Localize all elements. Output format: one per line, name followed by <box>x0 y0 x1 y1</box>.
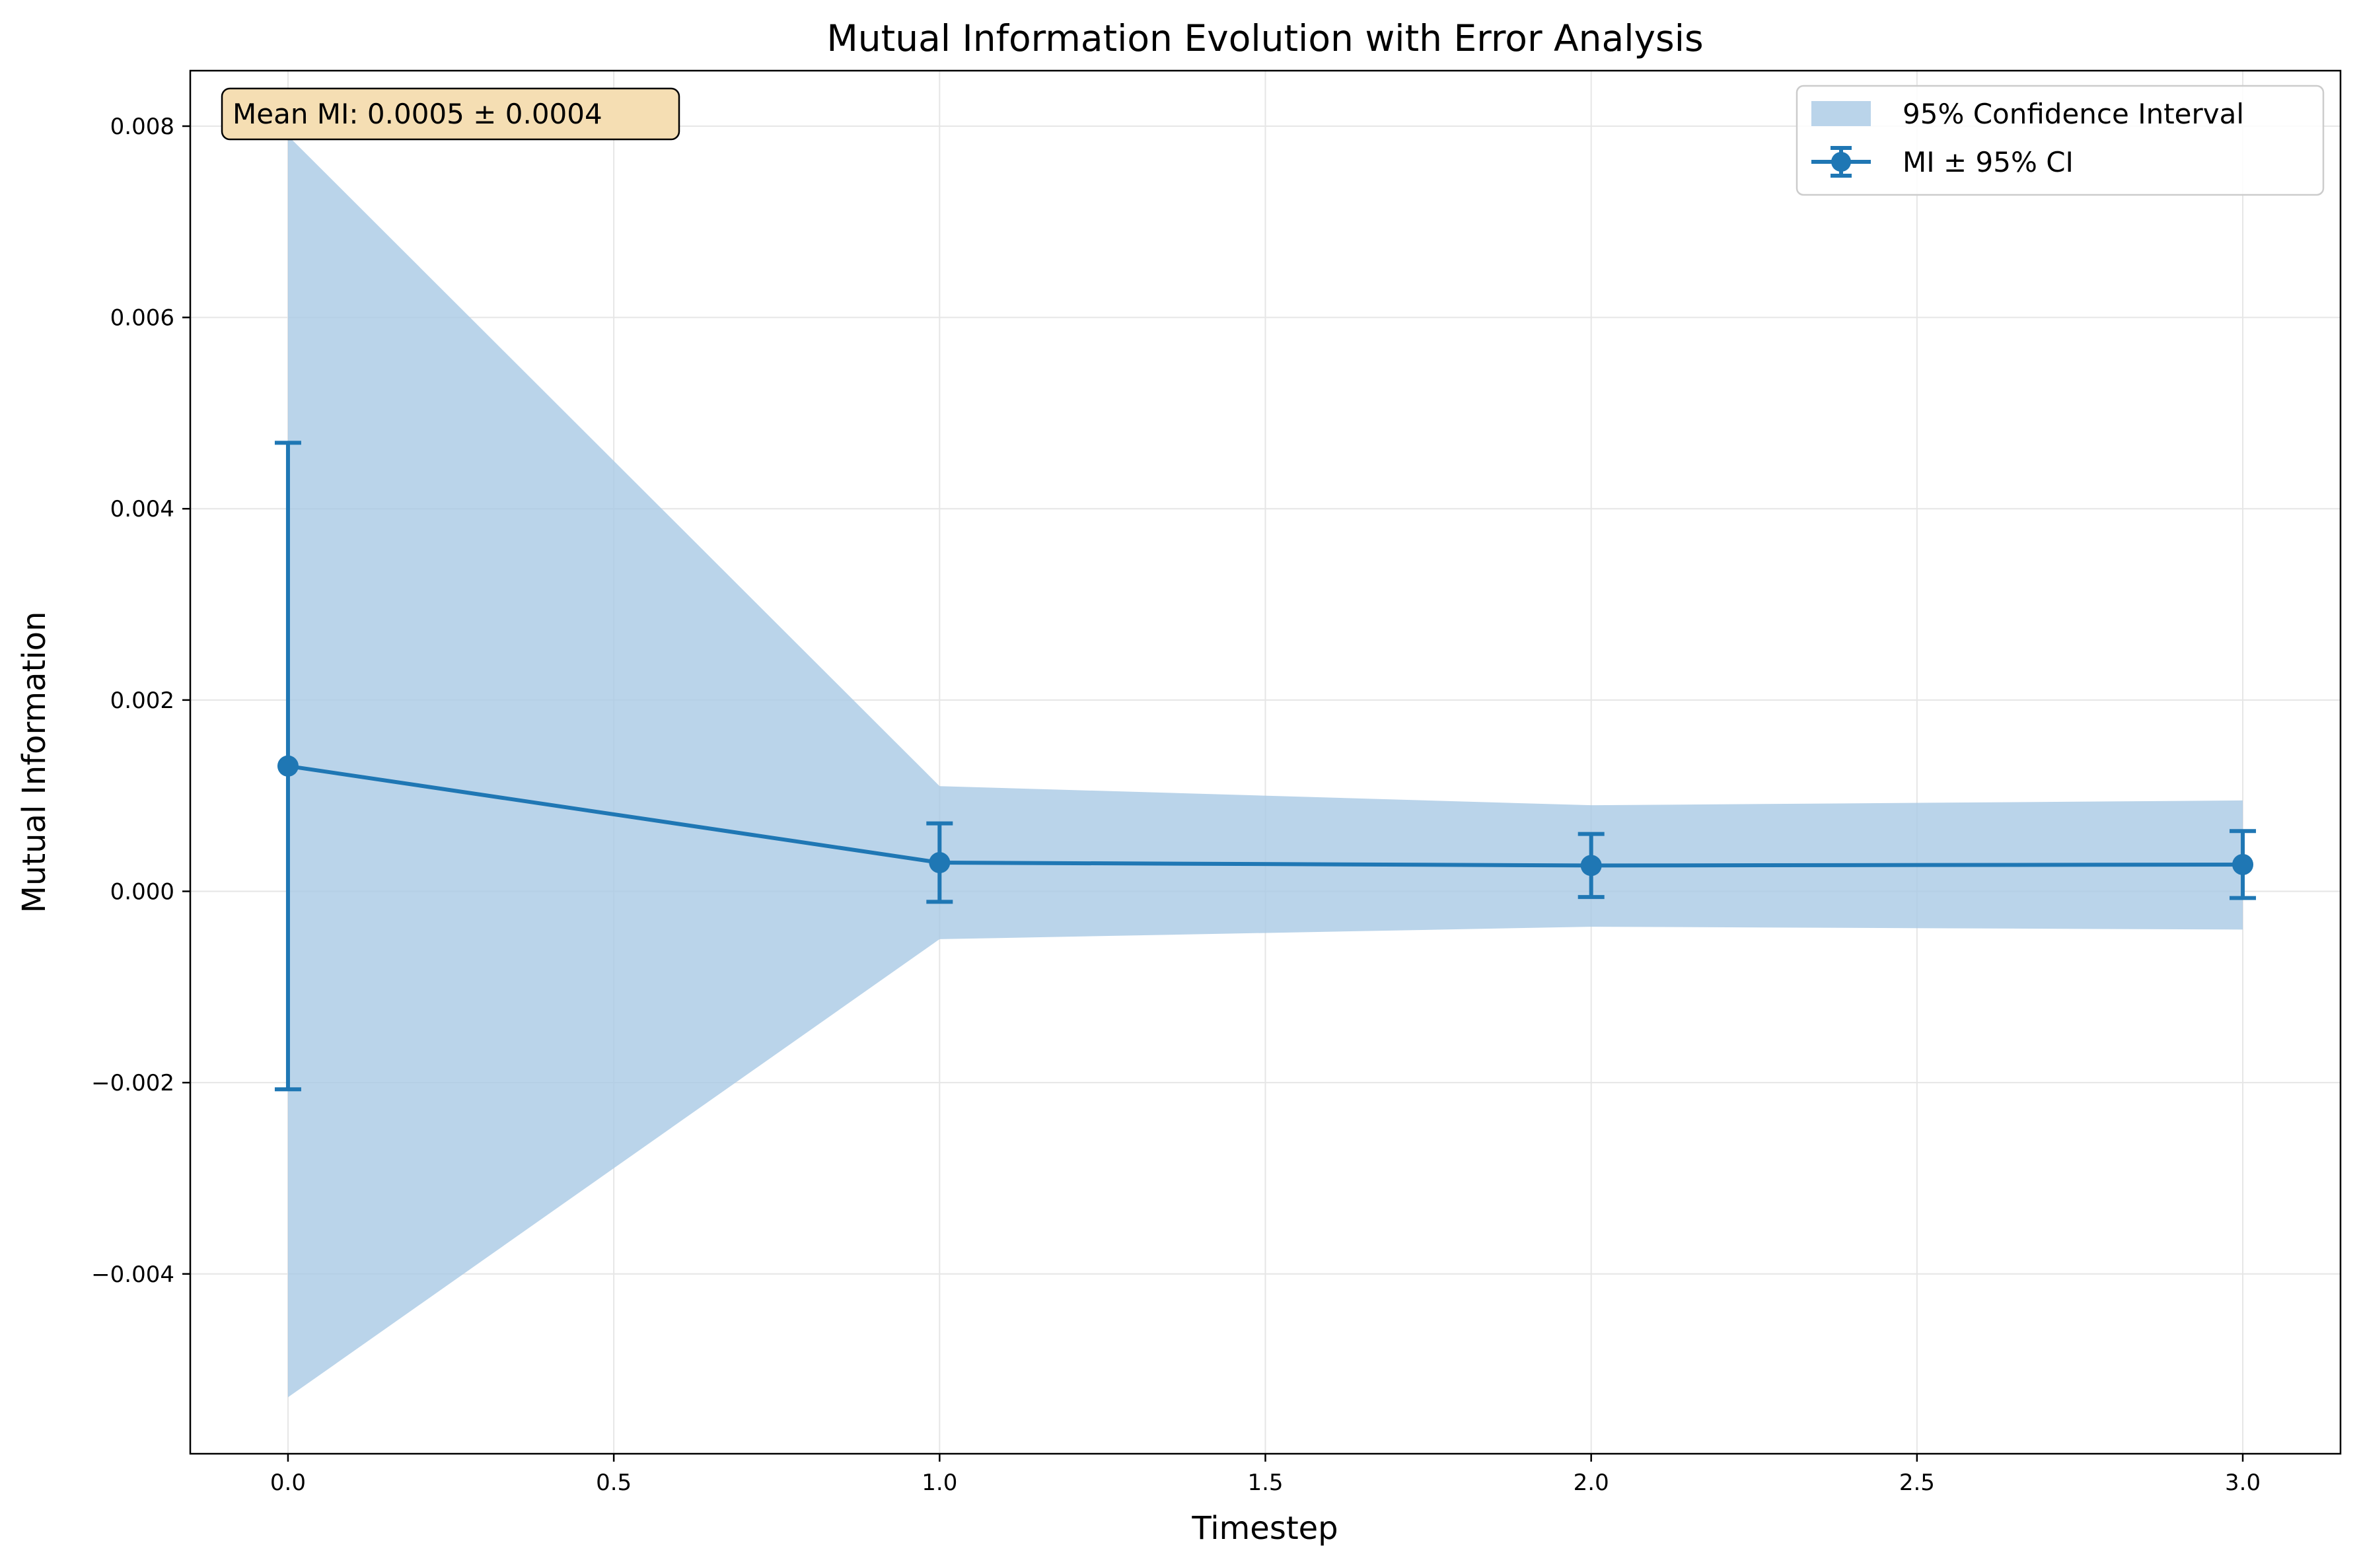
plot-area <box>274 135 2257 1398</box>
y-tick-label: −0.004 <box>91 1262 174 1288</box>
y-tick-label: 0.000 <box>110 878 174 905</box>
x-tick-label: 3.0 <box>2225 1470 2261 1496</box>
legend-swatch-series <box>1811 146 1871 178</box>
legend: 95% Confidence Interval MI ± 95% CI <box>1796 85 2325 196</box>
y-axis-label: Mutual Information <box>16 612 53 913</box>
annotation-text: Mean MI: 0.0005 ± 0.0004 <box>233 98 602 130</box>
y-tick-label: −0.002 <box>91 1070 174 1096</box>
axis-ticks: 0.0 0.5 1.0 1.5 2.0 2.5 3.0 −0.004 −0.002 0.000 0.… <box>91 114 2261 1496</box>
x-tick-label: 2.5 <box>1899 1470 1935 1496</box>
annotation-box: Mean MI: 0.0005 ± 0.0004 <box>221 87 680 141</box>
x-tick-label: 1.0 <box>922 1470 957 1496</box>
data-point <box>929 852 951 874</box>
x-axis-label: Timestep <box>1191 1510 1338 1547</box>
y-tick-label: 0.006 <box>110 305 174 332</box>
legend-swatch-band <box>1811 101 1871 126</box>
legend-label-band: 95% Confidence Interval <box>1903 98 2244 130</box>
x-tick-label: 0.0 <box>270 1470 306 1496</box>
legend-swatch-marker <box>1831 152 1851 172</box>
confidence-band <box>287 135 2243 1398</box>
data-point <box>277 755 299 777</box>
y-tick-label: 0.008 <box>110 114 174 140</box>
x-tick-label: 1.5 <box>1247 1470 1283 1496</box>
annotation-background <box>221 87 680 141</box>
chart-title: Mutual Information Evolution with Error … <box>826 17 1703 59</box>
legend-frame <box>1796 85 2325 196</box>
y-tick-label: 0.004 <box>110 496 174 522</box>
legend-label-series: MI ± 95% CI <box>1903 146 2074 178</box>
x-tick-label: 2.0 <box>1574 1470 1609 1496</box>
y-tick-label: 0.002 <box>110 688 174 714</box>
data-point <box>1580 855 1602 876</box>
series-line <box>287 764 2243 868</box>
x-tick-label: 0.5 <box>596 1470 632 1496</box>
data-point <box>2232 853 2254 875</box>
